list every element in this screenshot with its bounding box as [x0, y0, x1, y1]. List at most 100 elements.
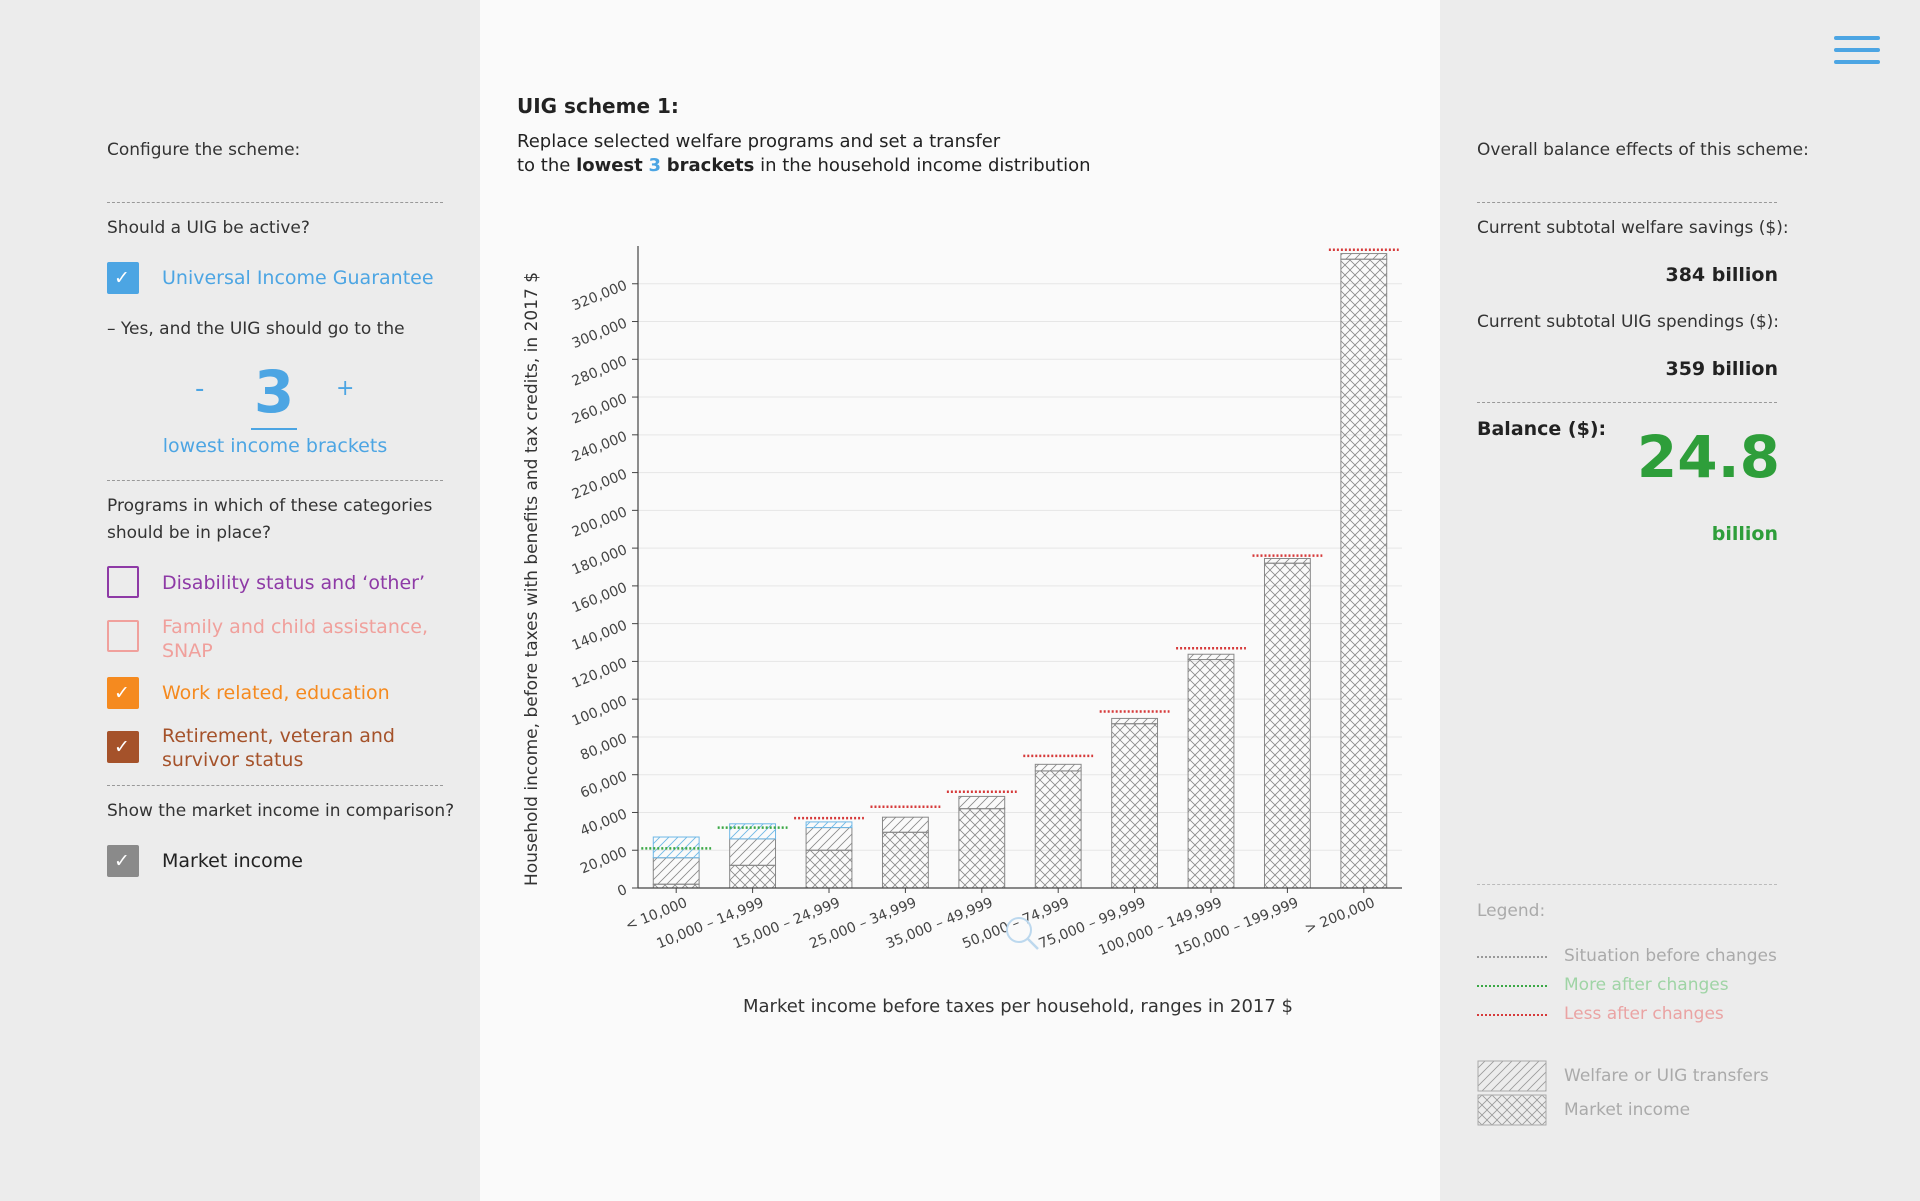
programs-question-line2: should be in place?: [107, 523, 272, 543]
bar-uig-transfer: [729, 823, 777, 840]
y-tick-label: 20,000: [578, 844, 629, 877]
y-tick-label: 80,000: [578, 731, 629, 764]
divider: [1477, 402, 1777, 403]
subtitle-suffix: in the household income distribution: [754, 155, 1091, 176]
market-income-label[interactable]: Market income: [162, 850, 303, 872]
y-tick-label: 100,000: [570, 693, 630, 730]
bar-market-income: [1034, 770, 1082, 889]
bar-uig-transfer: [805, 821, 853, 829]
bar-market-income: [1340, 258, 1388, 889]
program-label-family-line2: SNAP: [162, 640, 213, 662]
y-tick-label: 240,000: [570, 429, 630, 466]
check-icon: ✓: [114, 736, 130, 758]
program-label-family-line1: Family and child assistance,: [162, 616, 429, 638]
program-label-family[interactable]: Family and child assistance, SNAP: [162, 615, 428, 663]
divider: [1477, 884, 1777, 885]
configure-label: Configure the scheme:: [107, 140, 301, 160]
bar-market-income: [1111, 723, 1159, 889]
scheme-subtitle-line2: to the lowest 3 brackets in the househol…: [517, 155, 1091, 176]
legend-welfare-swatch: [1477, 1060, 1547, 1092]
legend-less-label: Less after changes: [1564, 1004, 1724, 1024]
programs-question-line1: Programs in which of these categories: [107, 496, 433, 516]
program-label-retirement-line2: survivor status: [162, 749, 304, 771]
welfare-savings-value: 384 billion: [1665, 264, 1778, 286]
x-axis-label: Market income before taxes per household…: [743, 996, 1293, 1017]
program-checkbox-work[interactable]: ✓: [107, 677, 139, 709]
bar-market-income: [805, 849, 853, 889]
menu-button[interactable]: [1834, 36, 1880, 72]
y-tick-label: 140,000: [570, 618, 630, 655]
configuration-panel: Configure the scheme: Should a UIG be ac…: [0, 0, 480, 1201]
y-tick-label: 260,000: [570, 391, 630, 428]
zoom-magnifier-icon[interactable]: [1006, 917, 1039, 950]
bar-market-income: [958, 808, 1006, 889]
program-checkbox-retirement[interactable]: ✓: [107, 731, 139, 763]
scheme-title: UIG scheme 1:: [517, 94, 679, 118]
balance-label: Balance ($):: [1477, 418, 1607, 440]
program-checkbox-family[interactable]: [107, 620, 139, 652]
market-income-checkbox[interactable]: ✓: [107, 845, 139, 877]
stepper-value[interactable]: 3: [253, 358, 295, 426]
bar-welfare-transfer: [1340, 253, 1388, 260]
bar-welfare-transfer: [1111, 717, 1159, 725]
legend-title: Legend:: [1477, 901, 1546, 921]
legend-more-line: [1477, 985, 1547, 987]
uig-checkbox-label[interactable]: Universal Income Guarantee: [162, 267, 434, 289]
x-tick-label: 100,000 – 149,999: [1096, 895, 1224, 959]
check-icon: ✓: [114, 267, 130, 289]
y-tick-label: 120,000: [570, 655, 630, 692]
y-tick-label: 180,000: [570, 542, 630, 579]
bar-welfare-transfer: [881, 816, 929, 833]
legend-swatches: [1477, 1060, 1547, 1126]
bar-welfare-transfer: [729, 838, 777, 866]
divider: [107, 480, 443, 481]
y-axis-label: Household income, before taxes with bene…: [522, 272, 542, 886]
program-checkbox-disability[interactable]: [107, 566, 139, 598]
bars: [652, 253, 1388, 889]
stepper-caption: lowest income brackets: [162, 435, 388, 457]
program-label-retirement[interactable]: Retirement, veteran and survivor status: [162, 724, 395, 772]
bar-welfare-transfer: [1263, 558, 1311, 564]
legend-before-label: Situation before changes: [1564, 946, 1777, 966]
divider: [1477, 202, 1777, 203]
balance-value: 24.8: [1636, 423, 1780, 491]
balance-panel: Overall balance effects of this scheme: …: [1440, 0, 1920, 1201]
uig-question: Should a UIG be active?: [107, 218, 310, 238]
legend-welfare-label: Welfare or UIG transfers: [1564, 1066, 1769, 1086]
stepper-plus-button[interactable]: +: [336, 376, 355, 401]
y-tick-label: 40,000: [578, 806, 629, 839]
income-bar-chart: 020,00040,00060,00080,000100,000120,0001…: [522, 246, 1402, 1017]
y-tick-label: 0: [615, 882, 629, 900]
bar-welfare-transfer: [958, 795, 1006, 810]
legend-market-swatch: [1477, 1094, 1547, 1126]
bar-market-income: [1263, 562, 1311, 889]
bar-welfare-transfer: [805, 827, 853, 851]
y-tick-label: 300,000: [570, 315, 630, 352]
stepper-minus-button[interactable]: -: [195, 374, 205, 404]
x-tick-label: > 200,000: [1303, 895, 1378, 938]
x-tick-label: 150,000 – 199,999: [1173, 895, 1301, 959]
chart-panel: UIG scheme 1: Replace selected welfare p…: [480, 0, 1440, 1201]
hamburger-icon: [1834, 36, 1880, 64]
y-tick-label: 220,000: [570, 466, 630, 503]
market-question: Show the market income in comparison?: [107, 801, 455, 821]
stepper-underline: [251, 428, 297, 430]
bar-market-income: [881, 831, 929, 889]
uig-spendings-value: 359 billion: [1665, 358, 1778, 380]
legend-before-line: [1477, 956, 1547, 958]
divider: [107, 785, 443, 786]
divider: [107, 202, 443, 203]
program-label-work[interactable]: Work related, education: [162, 682, 390, 704]
uig-checkbox[interactable]: ✓: [107, 262, 139, 294]
balance-header: Overall balance effects of this scheme:: [1477, 140, 1809, 160]
subtitle-number: 3: [648, 155, 662, 176]
subtitle-bold-brackets: brackets: [666, 155, 755, 176]
y-tick-label: 200,000: [570, 504, 630, 541]
uig-yes-text: – Yes, and the UIG should go to the: [107, 319, 405, 339]
uig-spendings-label: Current subtotal UIG spendings ($):: [1477, 312, 1780, 332]
welfare-savings-label: Current subtotal welfare savings ($):: [1477, 218, 1789, 238]
program-label-disability[interactable]: Disability status and ‘other’: [162, 572, 425, 594]
y-tick-label: 60,000: [578, 769, 629, 802]
bar-uig-transfer: [652, 836, 700, 859]
